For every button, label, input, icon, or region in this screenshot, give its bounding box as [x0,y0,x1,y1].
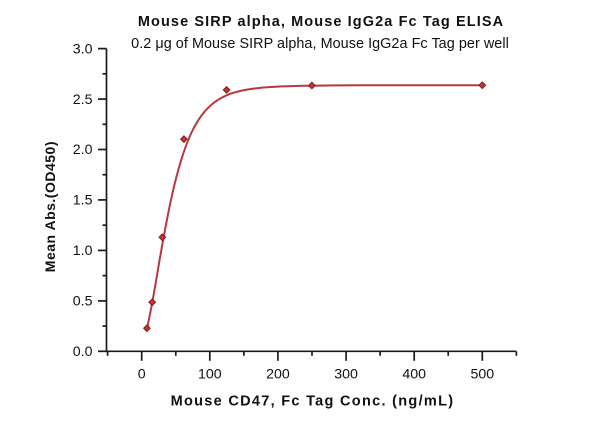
svg-text:Mean Abs.(OD450): Mean Abs.(OD450) [42,141,58,272]
svg-text:0: 0 [138,366,146,382]
svg-text:0.0: 0.0 [73,344,93,360]
svg-text:200: 200 [266,366,290,382]
svg-text:Mouse SIRP alpha, Mouse IgG2a: Mouse SIRP alpha, Mouse IgG2a Fc Tag ELI… [138,14,504,30]
svg-text:2.5: 2.5 [73,92,93,108]
svg-text:100: 100 [198,366,222,382]
svg-text:0.5: 0.5 [73,294,93,310]
svg-text:2.0: 2.0 [73,142,93,158]
svg-text:1.0: 1.0 [73,243,93,259]
svg-text:3.0: 3.0 [73,41,93,57]
svg-text:500: 500 [470,366,494,382]
svg-text:1.5: 1.5 [73,193,93,209]
svg-text:Mouse CD47, Fc Tag Conc. (ng/m: Mouse CD47, Fc Tag Conc. (ng/mL) [171,394,455,410]
svg-text:0.2 μg of Mouse SIRP alpha, Mo: 0.2 μg of Mouse SIRP alpha, Mouse IgG2a … [131,36,509,52]
svg-text:400: 400 [402,366,426,382]
svg-text:300: 300 [334,366,358,382]
